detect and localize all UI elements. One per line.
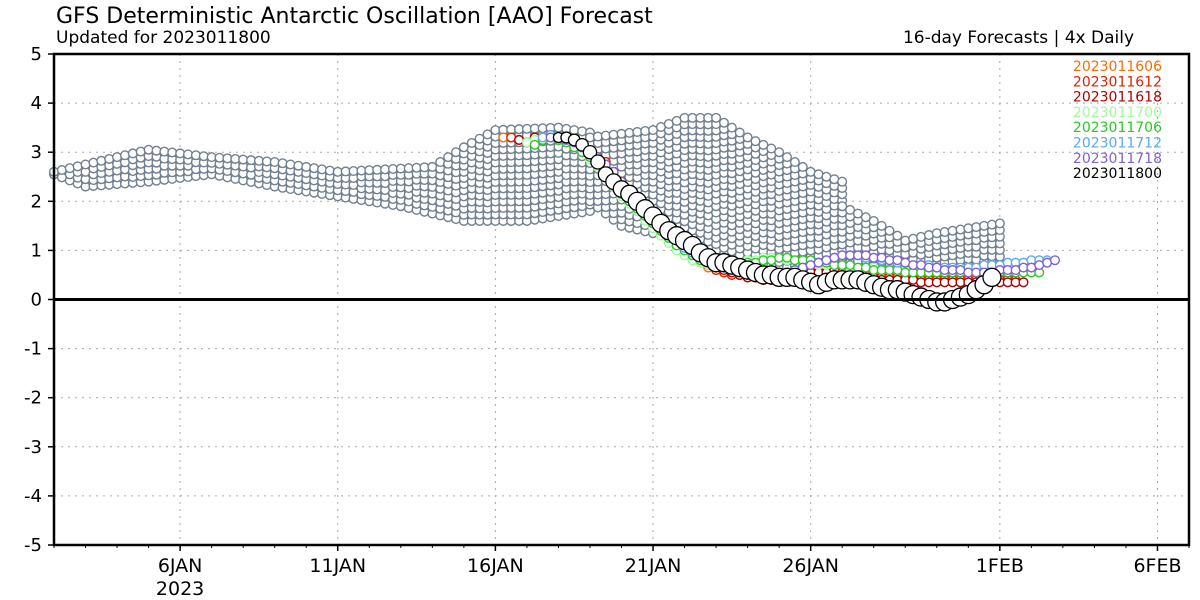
latest-run-point xyxy=(982,267,1002,288)
x-tick-year-label: 2023 xyxy=(156,578,204,600)
y-tick-label: -4 xyxy=(24,486,42,507)
older-run-point xyxy=(474,133,485,144)
older-run-point xyxy=(88,157,99,168)
y-tick-label: -5 xyxy=(24,535,42,556)
older-run-point xyxy=(837,176,848,187)
older-run-point xyxy=(718,117,729,128)
older-run-point xyxy=(931,228,942,239)
y-tick-label: 1 xyxy=(31,240,42,261)
older-run-point xyxy=(285,159,296,170)
x-tick-label: 1FEB xyxy=(976,555,1024,577)
older-run-point xyxy=(734,127,745,138)
run-point-2023011718 xyxy=(1050,255,1061,266)
y-tick-label: 0 xyxy=(31,290,42,311)
latest-run-point xyxy=(590,154,606,170)
older-run-point xyxy=(742,132,753,143)
x-tick-label: 6JAN xyxy=(158,555,203,577)
older-run-point xyxy=(309,163,320,174)
older-run-point xyxy=(900,235,911,246)
older-run-point xyxy=(316,164,327,175)
older-run-point xyxy=(947,225,958,236)
y-tick-label: -3 xyxy=(24,437,42,458)
run-point-2023011618 xyxy=(1018,277,1029,288)
older-run-point xyxy=(301,161,312,172)
older-run-point xyxy=(135,146,146,157)
older-run-point xyxy=(127,148,138,159)
older-run-point xyxy=(986,219,997,230)
older-run-point xyxy=(939,226,950,237)
older-run-point xyxy=(450,147,461,158)
older-run-point xyxy=(789,157,800,168)
chart-title: GFS Deterministic Antarctic Oscillation … xyxy=(56,4,653,29)
x-tick-label: 16JAN xyxy=(467,555,524,577)
older-run-point xyxy=(994,218,1005,229)
y-tick-label: -1 xyxy=(24,339,42,360)
older-run-point xyxy=(837,201,848,212)
older-run-point xyxy=(569,125,580,136)
older-run-point xyxy=(766,143,777,154)
older-run-point xyxy=(774,147,785,158)
older-run-point xyxy=(979,220,990,231)
latest-run-point xyxy=(582,144,598,160)
older-run-point xyxy=(711,112,722,123)
y-tick-label: 3 xyxy=(31,142,42,163)
older-run-point xyxy=(324,165,335,176)
x-tick-label: 6FEB xyxy=(1133,555,1181,577)
older-run-point xyxy=(923,230,934,241)
older-run-point xyxy=(96,155,107,166)
older-run-point xyxy=(104,153,115,164)
legend-entry: 2023011700 xyxy=(1073,105,1162,121)
older-run-point xyxy=(750,136,761,147)
older-run-point xyxy=(726,122,737,133)
x-tick-label: 26JAN xyxy=(782,555,839,577)
older-run-point xyxy=(868,215,879,226)
older-run-point xyxy=(443,152,454,163)
older-run-point xyxy=(269,157,280,168)
older-run-point xyxy=(553,122,564,133)
older-run-point xyxy=(293,160,304,171)
forecast-note: 16-day Forecasts | 4x Daily xyxy=(902,28,1134,48)
y-tick-label: 2 xyxy=(31,191,42,212)
run-point-2023011706 xyxy=(529,139,540,150)
older-run-point xyxy=(112,152,123,163)
older-run-point xyxy=(435,157,446,168)
x-tick-label: 11JAN xyxy=(309,555,366,577)
legend-entry: 2023011606 xyxy=(1073,59,1162,75)
legend-entry: 2023011800 xyxy=(1073,166,1162,182)
older-run-point xyxy=(427,161,438,172)
older-run-point xyxy=(916,231,927,242)
older-run-point xyxy=(845,204,856,215)
older-run-point xyxy=(876,220,887,231)
older-run-point xyxy=(56,164,67,175)
legend-entry: 2023011612 xyxy=(1073,74,1162,90)
older-run-point xyxy=(884,225,895,236)
older-run-point xyxy=(277,158,288,169)
older-run-point xyxy=(955,224,966,235)
older-run-point xyxy=(782,152,793,163)
legend-entry: 2023011718 xyxy=(1073,151,1162,167)
older-run-point xyxy=(758,139,769,150)
legend-entry: 2023011712 xyxy=(1073,136,1162,152)
older-run-point xyxy=(72,161,83,172)
older-run-point xyxy=(963,223,974,234)
y-tick-label: 4 xyxy=(31,93,42,114)
y-tick-label: -2 xyxy=(24,388,42,409)
older-run-point xyxy=(797,161,808,172)
chart-subtitle: Updated for 2023011800 xyxy=(56,28,271,48)
older-run-point xyxy=(892,230,903,241)
y-tick-label: 5 xyxy=(31,44,42,65)
older-run-point xyxy=(852,208,863,219)
x-tick-label: 21JAN xyxy=(625,555,682,577)
older-run-point xyxy=(577,126,588,137)
older-run-point xyxy=(971,222,982,233)
legend-entry: 2023011706 xyxy=(1073,120,1162,136)
legend-entry: 2023011618 xyxy=(1073,90,1162,106)
older-run-point xyxy=(860,212,871,223)
